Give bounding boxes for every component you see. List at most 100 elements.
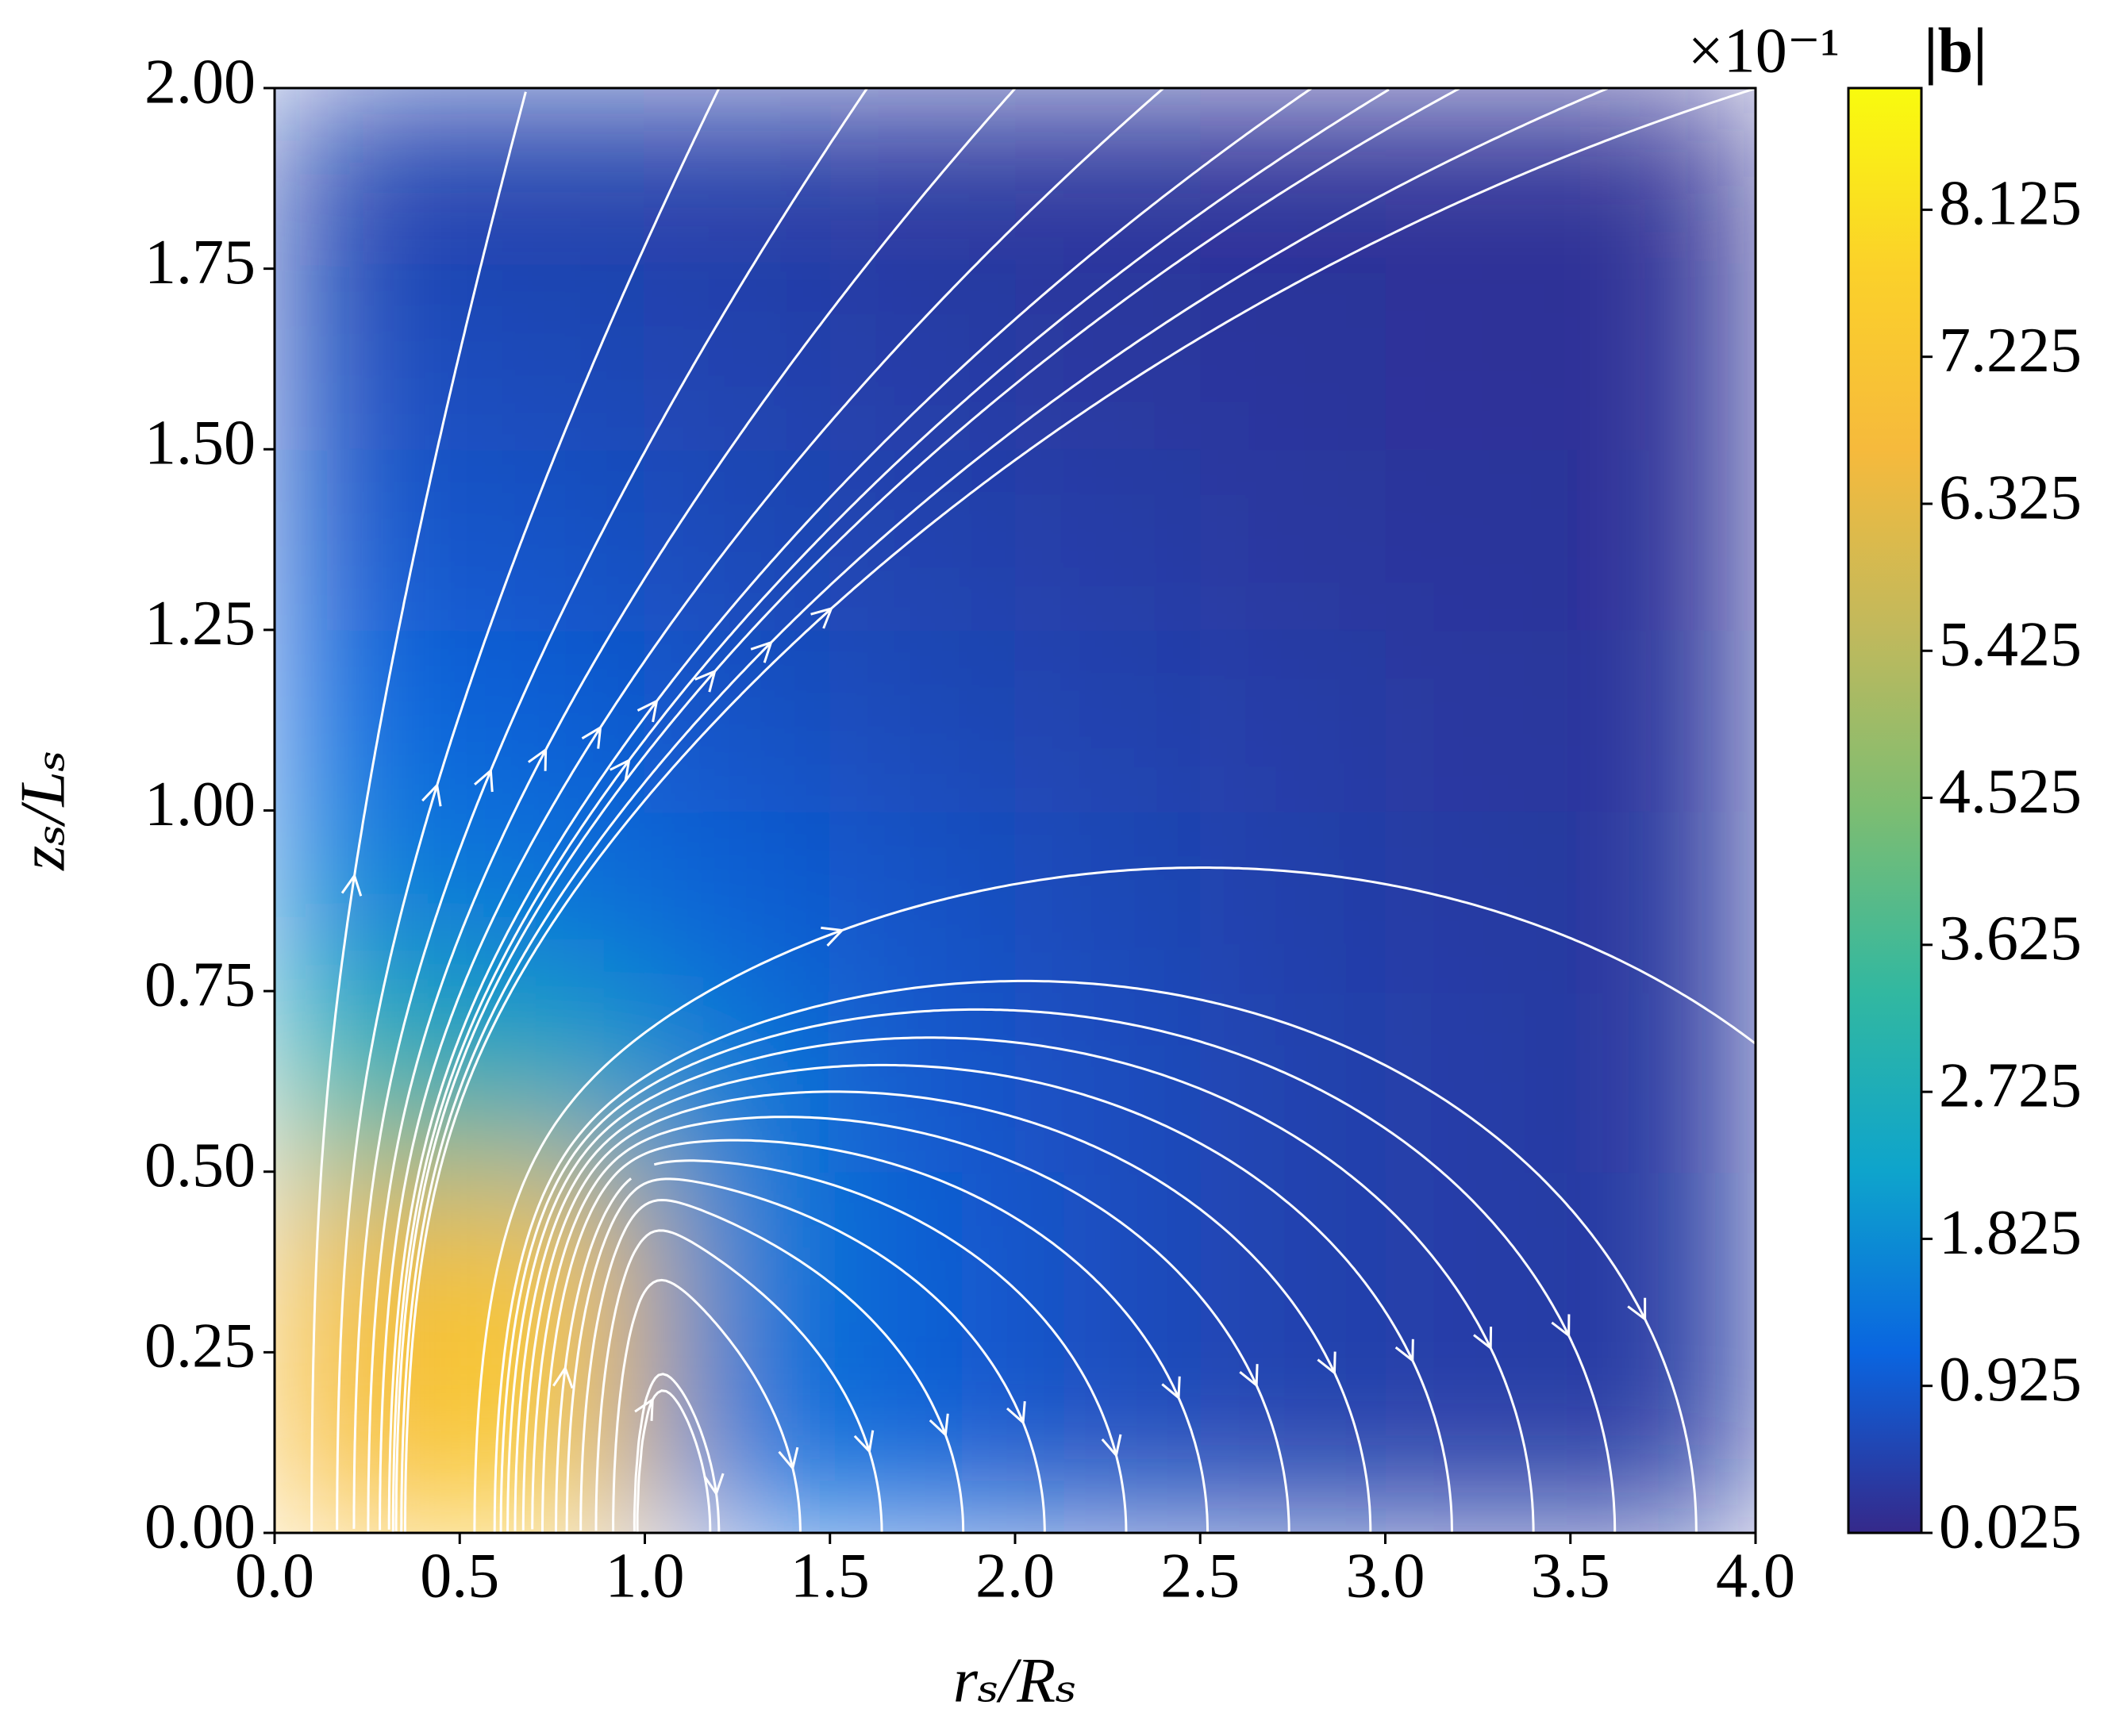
stream-arrow: [610, 758, 631, 782]
y-tick-label: 0.00: [144, 1492, 256, 1561]
heat-cell: [644, 449, 831, 631]
y-tick-label: 1.75: [144, 228, 256, 298]
heat-cell: [275, 449, 461, 631]
x-tick-label: 1.0: [606, 1541, 685, 1611]
colorbar-tick-label: 7.225: [1939, 316, 2082, 386]
heat-cell: [644, 268, 831, 451]
heat-cell: [1570, 810, 1756, 993]
heat-cell: [1200, 1352, 1386, 1533]
heat-cell: [829, 1171, 1016, 1354]
y-tick-label: 0.75: [144, 950, 256, 1020]
stream-arrow: [810, 606, 833, 629]
heat-cell: [1200, 629, 1386, 812]
heat-cell: [460, 88, 646, 270]
stream-arrow: [1473, 1327, 1493, 1351]
heat-cell: [1200, 449, 1386, 631]
streamline: [653, 1159, 1128, 1533]
colorbar-tick-label: 3.625: [1939, 904, 2082, 974]
stream-arrow: [552, 1365, 574, 1389]
colorbar: [1847, 86, 1923, 1534]
heat-cell: [1570, 991, 1756, 1173]
streamline: [579, 1198, 965, 1533]
stream-arrow: [1161, 1376, 1181, 1400]
colorbar-tick-label: 2.725: [1939, 1050, 2082, 1120]
heat-cell: [1570, 1352, 1756, 1533]
streamline: [506, 1036, 1535, 1533]
stream-arrow: [1239, 1364, 1259, 1388]
heat-cell: [1570, 629, 1756, 812]
stream-arrow: [581, 725, 602, 749]
heat-cell: [829, 88, 1016, 270]
x-tick-label: 4.0: [1716, 1541, 1795, 1611]
heat-cell: [1015, 629, 1202, 812]
stream-arrow: [1317, 1351, 1336, 1376]
stream-arrow: [821, 926, 845, 947]
heat-cell: [1200, 268, 1386, 451]
stream-arrow: [1551, 1314, 1571, 1338]
heat-cell: [1570, 88, 1756, 270]
x-tick-label: 3.0: [1346, 1541, 1425, 1611]
heat-cell: [1015, 1171, 1202, 1354]
heat-cell: [829, 449, 1016, 631]
heatmap: [275, 88, 1756, 1533]
stream-arrow: [1394, 1338, 1414, 1363]
heat-cell: [644, 629, 831, 812]
heat-cell: [460, 629, 646, 812]
heat-cell: [1015, 88, 1202, 270]
heat-cell: [275, 268, 461, 451]
y-tick-label: 0.25: [144, 1312, 256, 1381]
heat-cell: [829, 991, 1016, 1173]
heat-cell: [460, 268, 646, 451]
heat-cell: [1385, 810, 1571, 993]
heat-cell: [1015, 810, 1202, 993]
streamline: [612, 1278, 802, 1533]
colorbar-offset: ×10⁻¹: [1688, 16, 1840, 86]
heat-cell: [275, 810, 461, 993]
x-tick-label: 3.5: [1531, 1541, 1610, 1611]
streamline: [636, 1389, 712, 1533]
heat-cell: [1385, 268, 1571, 451]
stream-arrow: [1101, 1434, 1122, 1458]
y-tick-label: 2.00: [144, 47, 256, 117]
heat-cell: [1200, 991, 1386, 1173]
colorbar-tick-label: 0.025: [1939, 1492, 2082, 1561]
stream-arrow: [703, 1473, 725, 1496]
x-axis-label: rₛ/Rₛ: [953, 1646, 1077, 1715]
heat-cell: [1015, 449, 1202, 631]
heat-cell: [275, 991, 461, 1173]
heat-cell: [275, 629, 461, 812]
heat-cell: [829, 810, 1016, 993]
heat-cell: [1570, 449, 1756, 631]
heat-cell: [1200, 1171, 1386, 1354]
streamline: [633, 1373, 721, 1533]
streamline: [541, 1139, 1210, 1533]
stream-arrow: [637, 698, 659, 723]
stream-arrow: [1627, 1297, 1647, 1322]
stream-arrow: [634, 1397, 654, 1421]
heat-cell: [275, 1171, 461, 1354]
heat-cell: [1200, 810, 1386, 993]
colorbar-tick-label: 1.825: [1939, 1198, 2082, 1268]
stream-arrow: [1006, 1400, 1026, 1425]
heat-cell: [460, 1352, 646, 1533]
x-tick-label: 2.0: [975, 1541, 1055, 1611]
heat-cell: [460, 449, 646, 631]
streamline: [499, 1008, 1617, 1533]
x-tick-label: 2.5: [1160, 1541, 1240, 1611]
y-tick-label: 1.00: [144, 770, 256, 839]
x-tick-label: 1.5: [790, 1541, 870, 1611]
colorbar-tick-label: 6.325: [1939, 463, 2082, 532]
stream-arrow: [694, 669, 717, 693]
streamline: [391, 88, 1390, 1533]
heat-cell: [1570, 268, 1756, 451]
heat-cell: [1385, 449, 1571, 631]
heat-cell: [1015, 991, 1202, 1173]
heat-cell: [275, 88, 461, 270]
stream-arrow: [853, 1430, 875, 1454]
stream-arrow: [929, 1413, 949, 1438]
streamline: [521, 1090, 1372, 1533]
heat-cell: [829, 629, 1016, 812]
streamline: [565, 1177, 1046, 1533]
stream-arrow: [778, 1446, 799, 1471]
